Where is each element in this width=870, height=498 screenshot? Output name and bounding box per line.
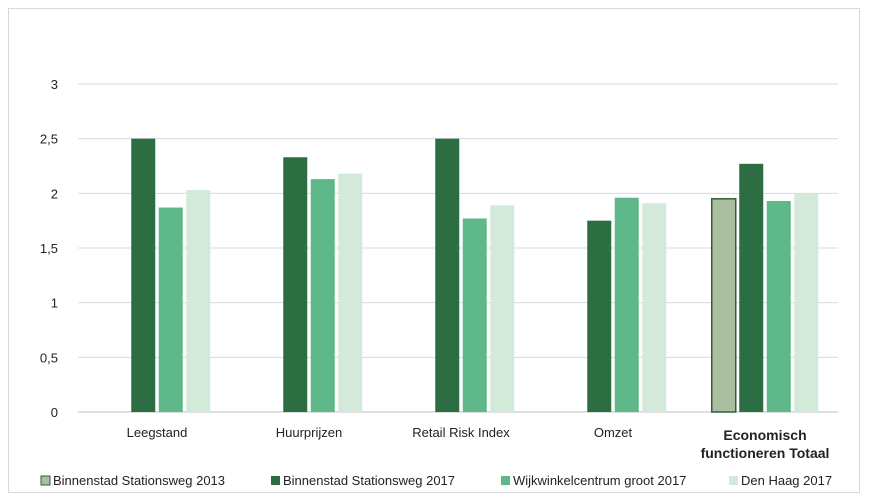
y-tick-label: 3	[51, 77, 58, 92]
x-tick-label: functioneren Totaal	[701, 445, 830, 461]
legend: Binnenstad Stationsweg 2013 Binnenstad St…	[40, 473, 832, 488]
bar	[186, 190, 211, 412]
bar	[766, 200, 791, 412]
legend-swatch	[729, 476, 738, 485]
x-axis-labels: Leegstand Huurprijzen Retail Risk Index Omz…	[127, 425, 830, 461]
bar	[587, 220, 612, 412]
bars	[131, 138, 819, 413]
x-tick-label: Economisch	[723, 427, 806, 443]
legend-label: Wijkwinkelcentrum groot 2017	[513, 473, 686, 488]
legend-label: Den Haag 2017	[741, 473, 832, 488]
x-tick-label: Retail Risk Index	[412, 425, 510, 440]
y-axis-ticks: 0 0,5 1 1,5 2 2,5 3	[40, 77, 58, 420]
y-tick-label: 1	[51, 296, 58, 311]
bar	[338, 173, 363, 412]
legend-swatch	[271, 476, 280, 485]
x-tick-label: Leegstand	[127, 425, 188, 440]
bar	[158, 207, 183, 412]
x-tick-label: Omzet	[594, 425, 633, 440]
bar	[614, 197, 639, 412]
legend-label: Binnenstad Stationsweg 2013	[53, 473, 225, 488]
bar	[131, 138, 156, 412]
bar	[283, 157, 308, 412]
legend-swatch	[40, 475, 51, 486]
legend-label: Binnenstad Stationsweg 2017	[283, 473, 455, 488]
bar	[490, 205, 515, 412]
bar	[739, 163, 764, 412]
x-tick-label: Huurprijzen	[276, 425, 342, 440]
legend-swatch	[501, 476, 510, 485]
bar	[462, 218, 487, 412]
y-tick-label: 2	[51, 186, 58, 201]
y-tick-label: 1,5	[40, 241, 58, 256]
y-tick-label: 0	[51, 405, 58, 420]
y-tick-label: 2,5	[40, 132, 58, 147]
bar	[794, 193, 819, 412]
bar	[642, 203, 667, 412]
bar	[711, 198, 737, 413]
y-tick-label: 0,5	[40, 350, 58, 365]
bar	[435, 138, 460, 412]
bar	[310, 179, 335, 412]
